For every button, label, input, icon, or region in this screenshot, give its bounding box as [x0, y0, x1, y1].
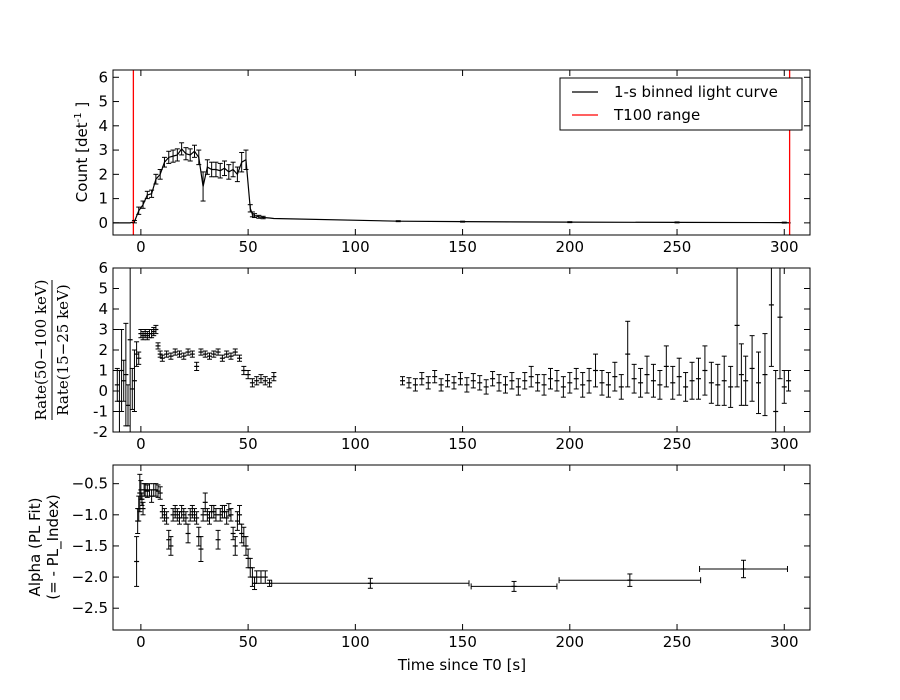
y-tick-label: 2	[98, 341, 108, 359]
series-line	[113, 147, 791, 224]
x-tick-label: 250	[663, 238, 692, 256]
plot-frame	[112, 267, 811, 433]
light-curve-panel: 0 50 100 150 200 250 300 0 1 2 3 4 5 6 1-s binned lig…	[73, 68, 811, 256]
x-tick-label: 300	[770, 633, 799, 651]
y-tick-label: 6	[98, 68, 108, 86]
y-tick-label: 4	[98, 300, 108, 318]
legend: 1-s binned light curve T100 range	[559, 77, 803, 131]
y-tick-label: −1.5	[72, 537, 108, 555]
y-axis-label-counts: Count [det-1 ]	[73, 102, 91, 202]
y-axis-label-alpha-line2: (= - PL_Index)	[44, 494, 63, 599]
x-tick-label: 200	[555, 238, 584, 256]
y-axis-label-alpha-line1: Alpha (PL Fit)	[26, 498, 44, 597]
legend-box	[559, 77, 803, 131]
y-tick-label: 3	[98, 141, 108, 159]
x-tick-label: 50	[239, 238, 258, 256]
y-tick-label: 4	[98, 117, 108, 135]
x-tick-label: 50	[239, 435, 258, 453]
legend-label-light-curve: 1-s binned light curve	[614, 83, 778, 101]
x-tick-label: 50	[239, 633, 258, 651]
y-tick-label: 0	[98, 214, 108, 232]
y-tick-label: 2	[98, 165, 108, 183]
x-tick-label: 200	[555, 435, 584, 453]
y-tick-label: 1	[98, 362, 108, 380]
legend-label-t100: T100 range	[613, 106, 700, 124]
y-tick-label: −1.0	[72, 506, 108, 524]
y-tick-label: 3	[98, 321, 108, 339]
y-tick-label: 6	[98, 259, 108, 277]
y-tick-label: 5	[98, 280, 108, 298]
y-tick-label: -2	[93, 423, 108, 441]
y-tick-label: −0.5	[72, 475, 108, 493]
y-tick-label: −2.5	[72, 599, 108, 617]
pl-alpha-panel: 0 50 100 150 200 250 300 −2.5 −2.0 −1.5 −1.0 −0.5 A…	[26, 464, 811, 674]
x-tick-label: 150	[448, 238, 477, 256]
x-tick-label: 100	[341, 238, 370, 256]
plot-frame	[112, 69, 811, 236]
hardness-ratio-panel: 0 50 100 150 200 250 300 -2 -1 0 1 2 3 4 5 6 Rate(50−10…	[32, 259, 811, 453]
y-tick-label: −2.0	[72, 568, 108, 586]
x-tick-label: 150	[448, 633, 477, 651]
x-tick-label: 100	[341, 435, 370, 453]
y-tick-label: 0	[98, 382, 108, 400]
x-tick-label: 150	[448, 435, 477, 453]
y-label-numerator: Rate(50−100 keV)	[32, 279, 50, 420]
y-axis-label-ratio: Rate(50−100 keV) Rate(15−25 keV)	[32, 279, 72, 420]
x-tick-label: 200	[555, 633, 584, 651]
x-tick-label: 250	[663, 633, 692, 651]
x-tick-label: 0	[136, 238, 146, 256]
y-label-denominator: Rate(15−25 keV)	[54, 284, 72, 416]
y-tick-label: -1	[93, 403, 108, 421]
x-tick-label: 100	[341, 633, 370, 651]
y-tick-label: 1	[98, 190, 108, 208]
x-tick-label: 300	[770, 435, 799, 453]
x-tick-label: 300	[770, 238, 799, 256]
plot-frame	[112, 464, 811, 631]
x-axis-label: Time since T0 [s]	[397, 656, 526, 674]
x-tick-label: 0	[136, 435, 146, 453]
y-tick-label: 5	[98, 93, 108, 111]
x-tick-label: 0	[136, 633, 146, 651]
x-tick-label: 250	[663, 435, 692, 453]
